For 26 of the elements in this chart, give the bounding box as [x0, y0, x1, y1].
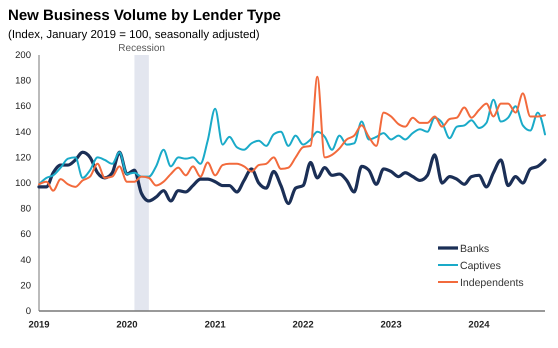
line-series [37, 150, 547, 206]
y-tick-label: 100 [15, 178, 31, 190]
y-tick-label: 160 [15, 101, 31, 112]
legend-label: Banks [460, 243, 490, 255]
legend-label: Independents [460, 277, 524, 289]
line-series [38, 76, 546, 192]
chart-title: New Business Volume by Lender Type [8, 7, 281, 24]
x-tick-label: 2021 [204, 320, 226, 331]
y-tick-label: 40 [20, 254, 31, 266]
line-series [38, 98, 546, 186]
legend-label: Captives [460, 260, 501, 272]
y-tick-label: 180 [15, 76, 31, 87]
x-tick-label: 2024 [468, 320, 490, 331]
y-tick-label: 20 [20, 280, 31, 292]
y-tick-label: 140 [15, 126, 31, 138]
y-tick-label: 120 [15, 152, 31, 164]
y-tick-label: 60 [20, 229, 31, 240]
y-tick-label: 0 [26, 306, 31, 318]
band-label: Recession [118, 43, 165, 54]
x-tick-label: 2023 [380, 320, 402, 331]
y-tick-label: 200 [15, 50, 31, 62]
y-tick-label: 80 [20, 204, 31, 215]
x-tick-label: 2022 [292, 320, 314, 331]
x-tick-label: 2019 [28, 320, 50, 331]
chart-subtitle: (Index, January 2019 = 100, seasonally adjusted) [8, 29, 260, 41]
x-tick-label: 2020 [116, 320, 138, 331]
